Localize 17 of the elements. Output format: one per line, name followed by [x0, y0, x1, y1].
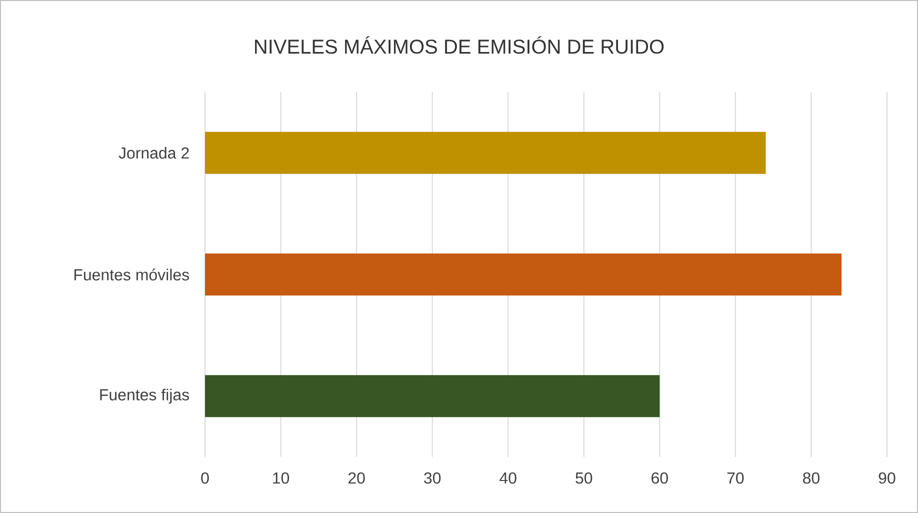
y-tick-label: Jornada 2: [118, 146, 189, 159]
x-tick-label: 10: [273, 472, 290, 484]
bar: [205, 132, 766, 174]
x-tick-label: 40: [500, 472, 516, 484]
x-tick-label: 20: [348, 472, 365, 484]
y-tick-label: Fuentes fijas: [100, 388, 190, 404]
x-tick-label: 30: [424, 472, 441, 484]
x-tick-label: 90: [878, 472, 896, 484]
chart-title: NIVELES MÁXIMOS DE EMISIÓN DE RUIDO: [255, 36, 664, 54]
bar: [205, 253, 842, 296]
bar: [205, 375, 660, 418]
x-tick-label: 70: [727, 472, 744, 484]
x-tick-label: 60: [652, 472, 668, 484]
x-tick-label: 50: [576, 472, 592, 484]
y-tick-label: Fuentes móviles: [74, 268, 190, 280]
x-tick-label: 80: [803, 472, 820, 484]
x-tick-label: 0: [201, 472, 209, 484]
